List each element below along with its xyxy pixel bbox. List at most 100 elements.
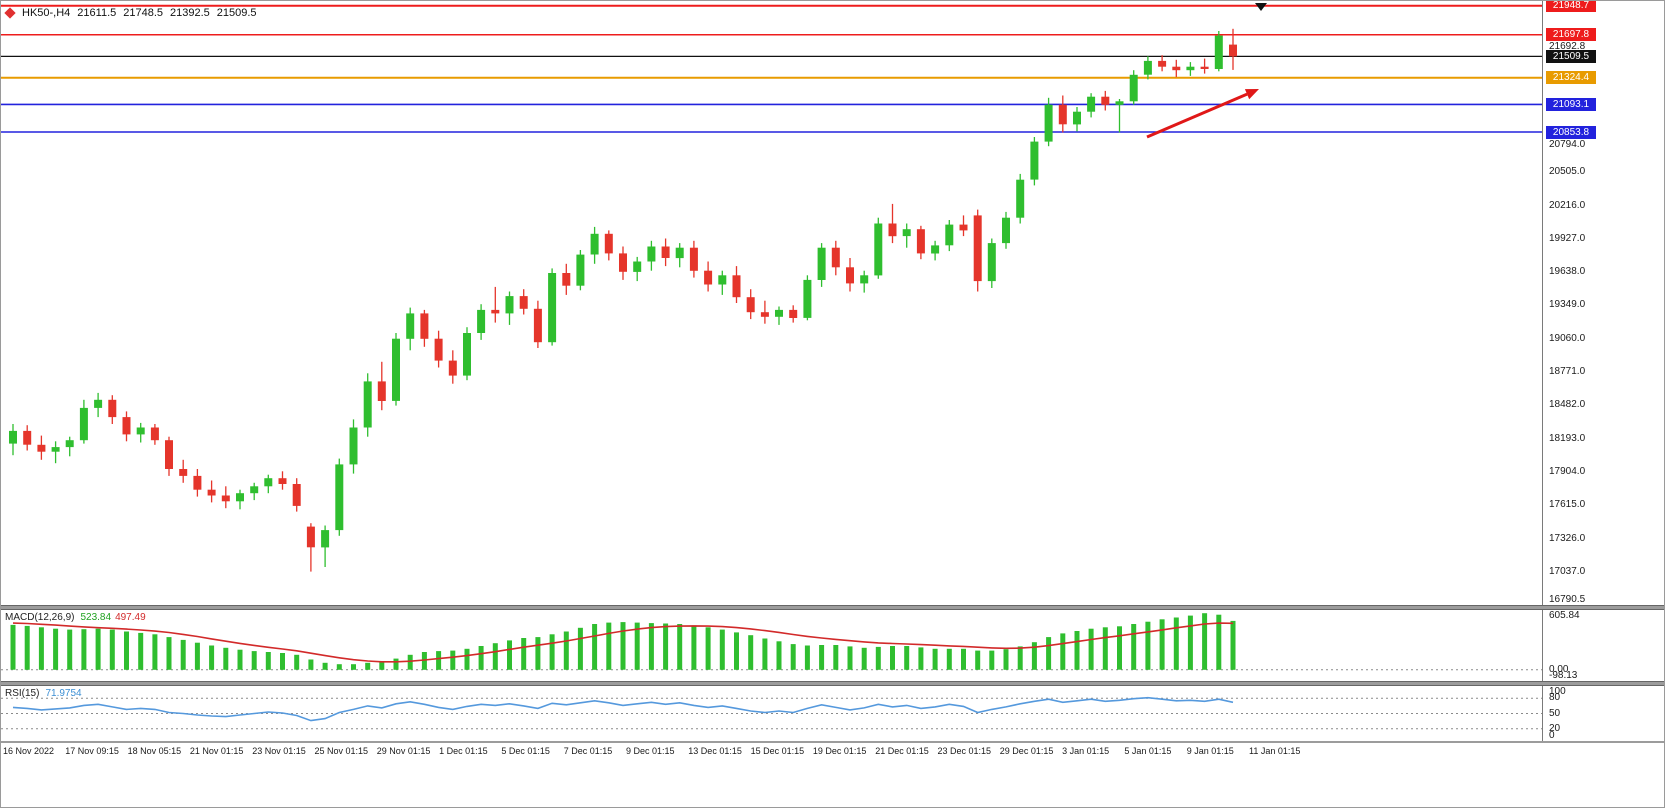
- main-chart-panel[interactable]: HK50-,H4 21611.5 21748.5 21392.5 21509.5: [1, 1, 1542, 605]
- price-badge: 21697.8: [1546, 28, 1596, 42]
- time-label: 23 Dec 01:15: [937, 746, 992, 756]
- candle: [1229, 28, 1237, 70]
- rsi-panel[interactable]: RSI(15) 71.9754: [1, 686, 1542, 741]
- price-axis-label: 17615.0: [1549, 499, 1586, 511]
- ohlc-high: 21748.5: [123, 7, 164, 19]
- candle: [945, 220, 954, 252]
- price-badge: 21509.5: [1546, 49, 1596, 63]
- candle: [94, 392, 103, 418]
- macd-axis-label: 605.84: [1549, 610, 1580, 621]
- macd-axis-label: 0.00: [1549, 663, 1569, 675]
- candle: [51, 441, 60, 464]
- candle: [562, 263, 571, 295]
- time-label: 29 Nov 01:15: [376, 746, 431, 756]
- time-label: 11 Jan 01:15: [1249, 746, 1301, 756]
- candle: [1087, 93, 1096, 118]
- candle: [959, 215, 968, 237]
- candle: [1101, 90, 1110, 111]
- candle: [37, 435, 46, 460]
- panel-divider: [1, 741, 1664, 743]
- symbol-period: HK50-,H4: [22, 7, 71, 19]
- time-label: 23 Nov 01:15: [252, 746, 306, 756]
- candle: [519, 289, 528, 315]
- time-label: 5 Jan 01:15: [1124, 746, 1172, 756]
- time-label: 15 Dec 01:15: [750, 746, 805, 756]
- rsi-axis-label: 20: [1549, 722, 1561, 734]
- price-axis-label: 21692.8: [1549, 41, 1586, 53]
- macd-axis[interactable]: 605.84 0.00 -98.13: [1542, 610, 1664, 681]
- candle: [505, 291, 514, 325]
- price-axis-label: 17904.0: [1549, 466, 1586, 477]
- rsi-axis-label: 100: [1549, 686, 1566, 697]
- candle: [1172, 59, 1181, 78]
- main-chart-canvas[interactable]: [1, 1, 1542, 610]
- candle: [264, 474, 273, 494]
- candle: [533, 300, 542, 348]
- time-label: 17 Nov 09:15: [65, 746, 119, 756]
- candle: [463, 327, 471, 381]
- candle: [23, 425, 32, 451]
- trend-arrow-annotation[interactable]: [1146, 89, 1259, 139]
- candle: [647, 240, 656, 271]
- candle: [136, 422, 145, 443]
- panel-splitter[interactable]: [1, 681, 1664, 686]
- time-label: 18 Nov 05:15: [127, 746, 182, 756]
- candle: [874, 217, 883, 279]
- candle: [1158, 55, 1167, 72]
- rsi-axis[interactable]: 100 80 50 20 0: [1542, 686, 1664, 741]
- candle: [349, 419, 358, 474]
- time-label: 3 Jan 01:15: [1062, 746, 1110, 756]
- candle: [221, 486, 230, 509]
- candle: [718, 270, 727, 295]
- candle: [448, 350, 457, 384]
- candle: [576, 250, 585, 291]
- candle: [406, 307, 415, 351]
- price-axis-label: 20794.0: [1549, 138, 1586, 150]
- time-axis[interactable]: 16 Nov 2022 17 Nov 09:15 18 Nov 05:15 21 No…: [1, 743, 1664, 761]
- price-badge: 21948.7: [1546, 1, 1596, 13]
- macd-signal-line: [12, 622, 1234, 663]
- candle: [1214, 31, 1223, 72]
- ohlc-low: 21392.5: [170, 7, 210, 19]
- macd-label: MACD(12,26,9) 523.84 497.49: [5, 612, 146, 623]
- candle: [477, 304, 486, 340]
- candle: [902, 223, 911, 248]
- candle: [789, 305, 798, 323]
- price-badge: 20853.8: [1546, 125, 1596, 139]
- candle: [704, 261, 713, 292]
- candle: [165, 436, 173, 476]
- candle: [846, 258, 854, 292]
- candle: [9, 424, 17, 456]
- rsi-canvas[interactable]: [1, 686, 1542, 746]
- time-label: 5 Dec 01:15: [501, 746, 550, 756]
- panel-splitter[interactable]: [1, 605, 1664, 610]
- macd-panel[interactable]: MACD(12,26,9) 523.84 497.49: [1, 610, 1542, 681]
- candle: [150, 424, 159, 445]
- candle: [1200, 58, 1209, 74]
- price-badge: 21093.1: [1546, 97, 1596, 111]
- time-label: 9 Jan 01:15: [1186, 746, 1234, 756]
- price-axis-label: 20505.0: [1549, 166, 1586, 178]
- candle: [122, 411, 131, 442]
- candle: [803, 275, 812, 321]
- price-axis[interactable]: 21692.8 20794.0 20505.0 20216.0 19927.0 19638…: [1542, 1, 1664, 605]
- macd-canvas[interactable]: [1, 610, 1542, 686]
- time-label: 16 Nov 2022: [3, 746, 55, 756]
- price-axis-label: 17326.0: [1549, 532, 1586, 544]
- time-label: 25 Nov 01:15: [314, 746, 369, 756]
- rsi-value: 71.9754: [45, 688, 82, 699]
- time-label: 29 Dec 01:15: [999, 746, 1054, 756]
- price-axis-label: 20216.0: [1549, 199, 1586, 211]
- macd-axis-label: -98.13: [1549, 670, 1578, 681]
- rsi-line: [12, 696, 1234, 722]
- time-label: 1 Dec 01:15: [439, 746, 488, 756]
- price-badge: 21324.4: [1546, 71, 1596, 85]
- candle: [916, 225, 925, 260]
- candle: [860, 270, 869, 293]
- candle: [65, 436, 74, 457]
- ohlc-close: 21509.5: [216, 7, 257, 19]
- candle: [193, 469, 202, 497]
- candle: [775, 306, 783, 325]
- candle: [661, 238, 670, 267]
